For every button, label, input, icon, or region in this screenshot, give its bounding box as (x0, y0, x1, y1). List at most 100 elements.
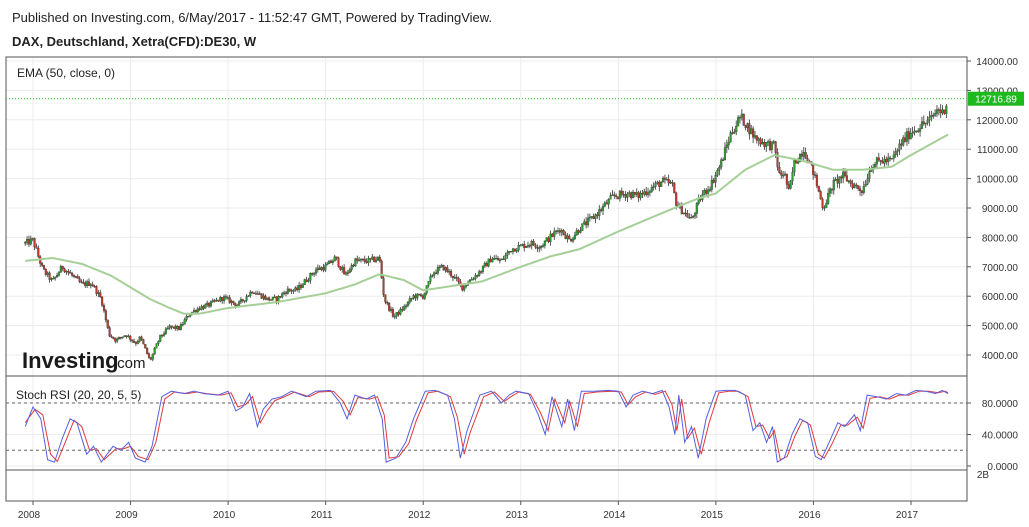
candle-up (566, 235, 569, 239)
candle-up (538, 247, 541, 249)
candle-up (123, 335, 126, 337)
candle-down (562, 230, 565, 235)
candle-down (234, 302, 237, 306)
candle-down (228, 297, 231, 303)
candle-up (521, 243, 524, 246)
candle-down (705, 190, 708, 194)
candle-up (54, 276, 57, 279)
candle-up (733, 131, 736, 134)
candle-up (155, 343, 158, 349)
last-price-value: 12716.89 (975, 95, 1017, 106)
candle-up (725, 144, 728, 148)
candle-up (928, 116, 931, 121)
candle-up (915, 130, 918, 132)
candle-up (245, 296, 248, 301)
candle-up (448, 271, 451, 273)
candle-down (386, 302, 389, 304)
candle-up (802, 151, 805, 157)
candle-down (329, 260, 333, 263)
candle-up (823, 207, 826, 209)
candle-up (266, 297, 269, 300)
candle-up (136, 341, 139, 344)
candle-down (388, 302, 391, 311)
candle-down (91, 284, 94, 287)
time-tick-label: 2010 (213, 510, 236, 521)
candle-up (328, 260, 331, 265)
time-tick-label: 2016 (798, 510, 821, 521)
candle-down (686, 212, 689, 218)
candle-up (474, 275, 477, 279)
candle-up (403, 306, 406, 311)
candle-down (536, 247, 539, 249)
candle-down (299, 285, 303, 288)
candle-up (127, 335, 130, 338)
candle-up (463, 285, 466, 291)
candle-down (84, 282, 87, 286)
candle-down (442, 264, 445, 271)
candle-down (74, 276, 77, 278)
candle-up (650, 187, 653, 192)
candle-up (842, 171, 845, 179)
candle-down (346, 272, 349, 274)
candle-down (72, 275, 76, 277)
candle-down (722, 159, 725, 161)
candle-down (637, 192, 640, 199)
candle-up (294, 287, 297, 291)
candle-down (860, 190, 863, 193)
candle-up (654, 182, 657, 187)
candle-up (718, 166, 721, 171)
candle-up (868, 171, 871, 179)
candle-up (168, 325, 171, 329)
candle-down (633, 191, 636, 195)
candle-up (303, 279, 306, 285)
candle-up (727, 141, 730, 146)
candle-up (870, 169, 873, 172)
candle-up (586, 217, 590, 226)
candle-up (828, 188, 832, 194)
candle-down (174, 326, 177, 329)
candle-down (119, 337, 122, 339)
candle-down (63, 268, 66, 273)
candle-down (485, 263, 488, 267)
candle-up (692, 216, 695, 218)
candle-up (782, 174, 785, 177)
candle-up (626, 193, 629, 198)
candle-up (438, 266, 441, 269)
candle-down (622, 194, 625, 196)
candle-down (131, 339, 134, 342)
candle-up (219, 297, 222, 302)
candle-up (408, 298, 411, 303)
candle-down (391, 308, 394, 317)
candle-up (874, 163, 877, 168)
candle-down (284, 292, 288, 294)
candle-down (496, 257, 500, 261)
candle-up (307, 280, 310, 282)
candle-down (363, 258, 366, 262)
candle-up (416, 293, 419, 299)
candle-down (290, 290, 293, 292)
candle-down (102, 305, 106, 311)
candle-up (59, 266, 62, 273)
candle-up (511, 248, 515, 252)
candle-up (498, 259, 501, 262)
price-tick-label: 4000.00 (982, 351, 1019, 362)
candle-up (635, 192, 638, 195)
price-tick-label: 8000.00 (982, 233, 1019, 244)
candle-down (251, 291, 254, 294)
candle-up (238, 301, 241, 306)
candle-down (365, 261, 368, 263)
candle-down (615, 195, 618, 197)
candle-down (48, 272, 51, 280)
candle-up (911, 132, 914, 134)
time-axis: 2008 2009 2010 2011 2012 2013 2014 2015 2016 2017 (18, 501, 919, 521)
candle-up (359, 258, 363, 261)
candle-up (945, 105, 948, 114)
candle-down (275, 296, 278, 302)
candle-up (376, 256, 379, 261)
candle-down (843, 171, 847, 176)
candle-up (735, 125, 738, 133)
candle-up (934, 113, 937, 116)
candle-up (52, 278, 55, 280)
candle-up (682, 212, 685, 215)
